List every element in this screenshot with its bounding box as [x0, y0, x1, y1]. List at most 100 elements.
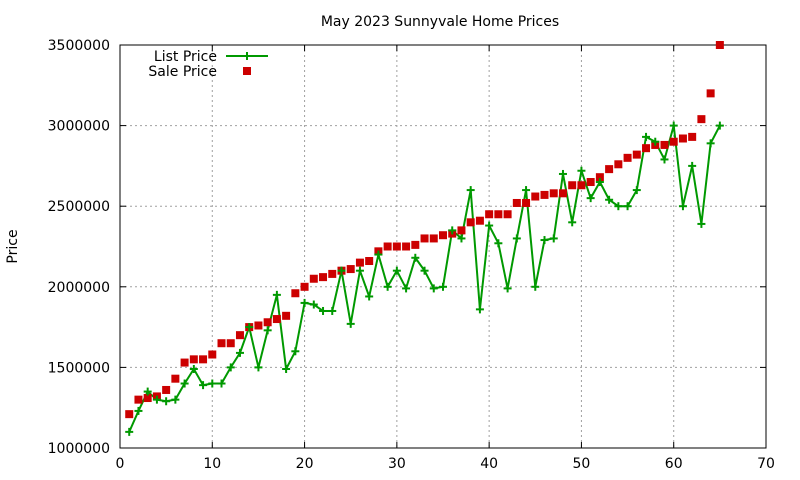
sale-price-point: [125, 410, 134, 419]
list-price-point: [688, 161, 697, 170]
list-price-point: [605, 195, 614, 204]
legend-label-sale-price: Sale Price: [148, 64, 217, 80]
list-price-point: [291, 347, 300, 356]
list-price-point: [632, 186, 641, 195]
sale-price-point: [595, 173, 604, 182]
list-price-point: [337, 266, 346, 275]
list-price-point: [586, 194, 595, 203]
x-tick-label: 40: [480, 456, 498, 472]
list-price-point: [328, 306, 337, 315]
sale-price-point: [291, 289, 300, 298]
sale-price-point: [134, 395, 143, 404]
legend-label-list-price: List Price: [154, 49, 217, 65]
x-tick-label: 30: [388, 456, 406, 472]
list-price-point: [642, 132, 651, 141]
list-price-point: [180, 379, 189, 388]
list-price-point: [272, 290, 281, 299]
list-price-point: [549, 234, 558, 243]
chart-title: May 2023 Sunnyvale Home Prices: [321, 14, 559, 30]
list-price-point: [152, 395, 161, 404]
legend: List Price Sale Price: [148, 49, 268, 80]
list-price-point: [448, 226, 457, 235]
list-price-point: [171, 395, 180, 404]
list-price-point: [217, 379, 226, 388]
list-price-point: [678, 202, 687, 211]
sale-price-point: [503, 210, 512, 219]
list-price-point: [475, 305, 484, 314]
sale-price-point: [512, 198, 521, 207]
sale-price-point: [678, 134, 687, 143]
sale-price-point: [328, 269, 337, 278]
x-tick-label: 60: [665, 456, 683, 472]
list-price-point: [512, 234, 521, 243]
sale-price-point: [558, 189, 567, 198]
y-tick-label: 1500000: [48, 360, 110, 376]
list-price-point: [355, 266, 364, 275]
sale-price-point: [623, 153, 632, 162]
sale-price-point: [217, 339, 226, 348]
list-price-line: [128, 125, 721, 433]
sale-price-point: [263, 318, 272, 327]
sale-price-point: [457, 226, 466, 235]
sale-price-point: [171, 374, 180, 383]
legend-swatch-sale-price: [243, 67, 251, 75]
list-price-point: [568, 218, 577, 227]
list-price-point: [374, 250, 383, 259]
list-price-point: [614, 202, 623, 211]
legend-marker-list-price: [243, 52, 251, 60]
list-price-point: [697, 219, 706, 228]
list-price-point: [134, 406, 143, 415]
sale-price-point: [439, 231, 447, 240]
sale-price-point: [411, 240, 420, 249]
list-price-point: [125, 427, 134, 436]
sale-price-point: [319, 273, 328, 282]
list-price-point: [660, 155, 669, 164]
sale-price-point: [494, 210, 503, 219]
y-axis-label: Price: [5, 229, 21, 263]
sale-price-point: [660, 140, 669, 149]
sale-price-point: [392, 242, 401, 251]
list-price-point: [651, 137, 660, 146]
list-price-point: [383, 282, 392, 291]
y-tick-label: 2500000: [48, 199, 110, 215]
y-tick-label: 2000000: [48, 280, 110, 296]
legend-swatches: [226, 52, 268, 75]
sale-price-point: [254, 321, 263, 330]
sale-price-point: [549, 189, 558, 198]
sale-price-point: [282, 311, 291, 320]
x-tick-label: 20: [296, 456, 314, 472]
sale-price-point: [605, 165, 614, 174]
sale-price-point: [355, 258, 364, 267]
sale-price-point: [540, 190, 549, 199]
list-price-point: [466, 186, 475, 195]
list-price-point: [189, 365, 198, 374]
sale-price-point: [577, 181, 586, 190]
list-price-point: [392, 266, 401, 275]
sale-price-point: [300, 282, 309, 291]
list-price-point: [245, 323, 254, 332]
sale-price-point: [715, 41, 724, 49]
sale-price-point: [669, 137, 678, 146]
list-price-point: [485, 221, 494, 230]
sale-price-point: [162, 385, 171, 394]
sale-price-point: [208, 350, 217, 359]
list-price-point: [319, 306, 328, 315]
list-price-point: [162, 397, 171, 406]
list-price-point: [226, 363, 235, 372]
list-price-point: [208, 379, 217, 388]
list-price-point: [715, 121, 724, 130]
y-tick-label: 3000000: [48, 119, 110, 135]
sale-price-point: [429, 234, 438, 243]
list-price-point: [254, 363, 263, 372]
sale-price-point: [632, 150, 641, 159]
list-price-point: [457, 234, 466, 243]
sale-price-point: [365, 257, 374, 266]
list-price-point: [309, 300, 318, 309]
sale-price-point: [180, 358, 189, 367]
sale-price-point: [642, 144, 651, 153]
list-price-point: [503, 284, 512, 293]
list-price-point: [439, 282, 447, 291]
series-layer: [125, 41, 724, 436]
sale-price-point: [402, 242, 411, 251]
list-price-point: [531, 282, 540, 291]
